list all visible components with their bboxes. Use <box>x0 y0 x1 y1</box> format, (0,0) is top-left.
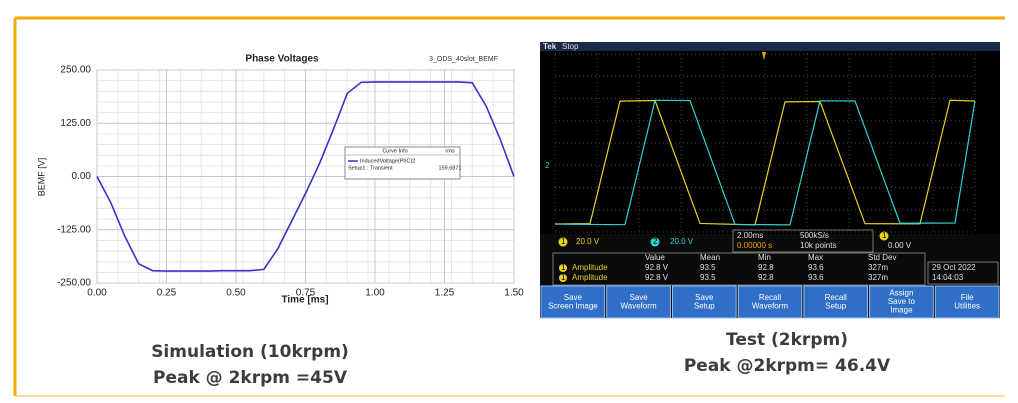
page: -250.00 -125.00 0.00 125.00 250.00 0.00 0.25 0.… <box>0 0 1018 403</box>
caption: Peak @2krpm= 46.4V <box>684 356 891 376</box>
scope-text: Value <box>645 253 665 262</box>
x-tick-label: 1.00 <box>365 288 385 299</box>
ch2-marker: 2 <box>545 161 550 170</box>
scope-text: Screen Image <box>548 301 598 310</box>
y-tick-label: -250.00 <box>57 278 91 289</box>
scope-text: 20.0 V <box>670 237 694 246</box>
x-axis-label: Time [ms] <box>281 295 328 306</box>
legend-title: Curve Info <box>382 148 407 154</box>
scope-text: 0.00 V <box>888 241 912 250</box>
scope-text: 93.6 <box>808 273 824 282</box>
x-tick-label: 1.25 <box>435 288 455 299</box>
scope-text: 327m <box>868 273 888 282</box>
scope-text: 0.00000 s <box>737 241 772 250</box>
y-tick-label: 0.00 <box>72 171 92 182</box>
caption: Peak @ 2krpm =45V <box>153 368 348 388</box>
x-tick-label: 1.50 <box>504 288 524 299</box>
scope-text: 93.6 <box>808 263 824 272</box>
scope-text: 1 <box>882 231 887 240</box>
y-tick-label: 125.00 <box>60 118 91 129</box>
scope-text: 93.5 <box>700 273 716 282</box>
scope-brand: Tek <box>543 42 557 51</box>
scope-text: 92.8 <box>758 263 774 272</box>
scope-text: 10k points <box>800 241 836 250</box>
scope-text: 327m <box>868 263 888 272</box>
scope-text: 2.00ms <box>737 231 763 240</box>
scope-topbar <box>540 42 1000 51</box>
scope-text: 1 <box>561 273 566 282</box>
scope-text: 2 <box>653 237 658 246</box>
scope-text: 92.8 V <box>645 273 669 282</box>
scope-screenshot: Tek Stop 2 1 20.0 V 2 20.0 V 2.00ms 500kS/s 0.000… <box>540 42 1000 318</box>
x-tick-label: 0.00 <box>87 288 107 299</box>
scope-text: Waveform <box>752 301 788 310</box>
scope-text: 93.5 <box>700 263 716 272</box>
scope-text: 20.0 V <box>576 237 600 246</box>
legend-stat: rms <box>445 148 454 154</box>
scope-text: Amplitude <box>572 273 608 282</box>
legend-value: 159.6871 <box>439 165 462 171</box>
chart-subtitle: 3_ODS_40slot_BEMF <box>429 56 498 63</box>
x-tick-label: 0.50 <box>226 288 246 299</box>
scope-text: Min <box>758 253 771 262</box>
scope-text: Max <box>808 253 823 262</box>
x-tick-label: 0.25 <box>157 288 177 299</box>
y-tick-label: 250.00 <box>60 65 91 76</box>
scope-status: Stop <box>562 42 579 51</box>
y-axis-label: BEMF [V] <box>36 158 46 197</box>
scope-text: 92.8 V <box>645 263 669 272</box>
caption: Simulation (10krpm) <box>151 342 349 362</box>
legend-entry: InducedVoltage(PhC)2 <box>360 158 415 164</box>
scope-text: Waveform <box>620 301 656 310</box>
scope-text: 29 Oct 2022 <box>932 263 976 272</box>
scope-text: 92.8 <box>758 273 774 282</box>
scope-text: Setup <box>825 301 846 310</box>
scope-text: Image <box>890 306 913 315</box>
scope-text: Mean <box>700 253 720 262</box>
legend-setup: Setup1 : Transient <box>348 165 393 171</box>
sim-chart: -250.00 -125.00 0.00 125.00 250.00 0.00 0.25 0.… <box>36 54 524 306</box>
chart-title: Phase Voltages <box>245 54 319 65</box>
caption: Test (2krpm) <box>726 330 848 350</box>
y-tick-label: -125.00 <box>57 224 91 235</box>
scope-text: Setup <box>694 301 715 310</box>
scope-text: Std Dev <box>868 253 896 262</box>
scope-text: 1 <box>561 263 566 272</box>
scope-text: 14:04:03 <box>932 273 964 282</box>
scope-text: Amplitude <box>572 263 608 272</box>
scope-text: 500kS/s <box>800 231 829 240</box>
scope-text: 1 <box>561 237 566 246</box>
scope-text: Utilities <box>954 301 980 310</box>
slide: -250.00 -125.00 0.00 125.00 250.00 0.00 0.25 0.… <box>0 0 1018 403</box>
